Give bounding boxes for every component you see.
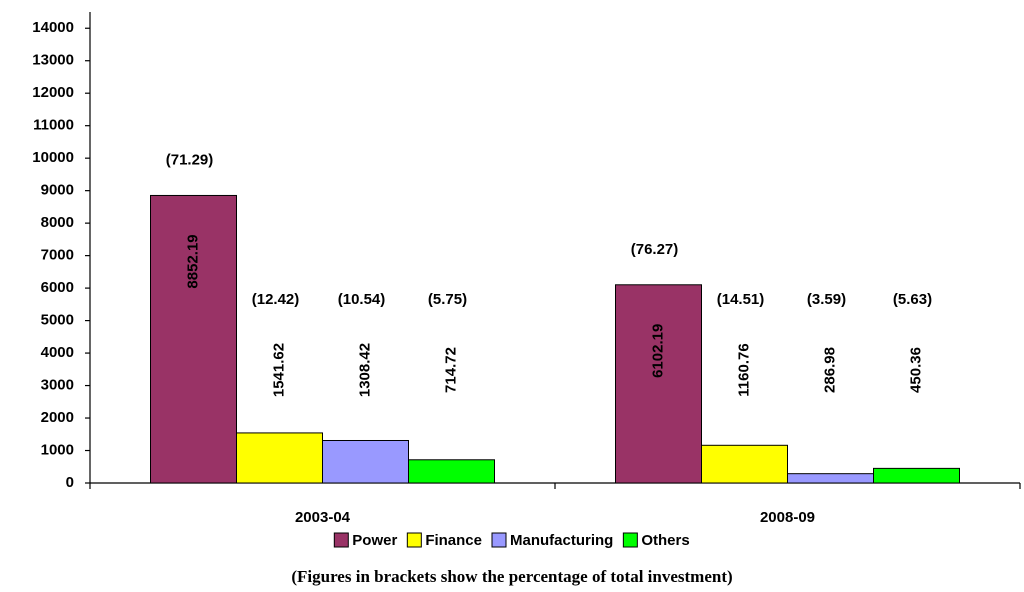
legend-label: Others	[641, 532, 689, 549]
y-tick-label: 4000	[41, 344, 74, 361]
y-tick-label: 0	[66, 474, 74, 491]
legend: Power Finance Manufacturing Others	[333, 532, 690, 549]
y-tick-label: 11000	[33, 117, 74, 134]
bar	[873, 467, 960, 484]
percent-label: (3.59)	[807, 291, 846, 308]
legend-label: Manufacturing	[510, 532, 613, 549]
bar	[408, 459, 495, 484]
value-label: 714.72	[442, 347, 459, 393]
bar	[150, 194, 237, 484]
value-label: 450.36	[907, 347, 924, 393]
value-label: 8852.19	[184, 234, 201, 288]
y-tick-label: 10000	[32, 149, 74, 166]
legend-swatch	[333, 532, 349, 548]
y-tick-label: 3000	[41, 377, 74, 394]
y-tick-label: 6000	[41, 279, 74, 296]
value-label: 1308.42	[356, 343, 373, 397]
legend-swatch	[622, 532, 638, 548]
value-label: 1160.76	[735, 343, 752, 396]
value-label: 1541.62	[270, 343, 287, 397]
bar	[236, 432, 323, 484]
bar	[787, 473, 874, 484]
bar	[701, 444, 788, 484]
y-tick-label: 8000	[41, 214, 74, 231]
percent-label: (5.75)	[428, 291, 467, 308]
y-tick-label: 2000	[41, 409, 74, 426]
percent-label: (71.29)	[166, 151, 214, 168]
y-tick-label: 14000	[32, 19, 74, 36]
percent-label: (10.54)	[338, 291, 386, 308]
percent-label: (76.27)	[631, 241, 679, 258]
legend-label: Power	[352, 532, 397, 549]
percent-label: (12.42)	[252, 291, 300, 308]
percent-label: (5.63)	[893, 291, 932, 308]
y-tick-label: 13000	[32, 52, 74, 69]
x-tick-label: 2008-09	[760, 509, 815, 526]
legend-swatch	[406, 532, 422, 548]
bar	[615, 284, 702, 484]
footnote: (Figures in brackets show the percentage…	[291, 567, 732, 586]
value-label: 286.98	[821, 347, 838, 393]
y-tick-label: 9000	[41, 182, 74, 199]
legend-label: Finance	[425, 532, 482, 549]
percent-label: (14.51)	[717, 291, 765, 308]
y-tick-label: 12000	[32, 84, 74, 101]
legend-swatch	[491, 532, 507, 548]
x-tick-label: 2003-04	[295, 509, 351, 526]
bar	[322, 439, 409, 484]
y-tick-label: 7000	[41, 247, 74, 264]
y-tick-label: 5000	[41, 312, 74, 329]
y-tick-label: 1000	[41, 441, 74, 458]
value-label: 6102.19	[649, 324, 666, 378]
